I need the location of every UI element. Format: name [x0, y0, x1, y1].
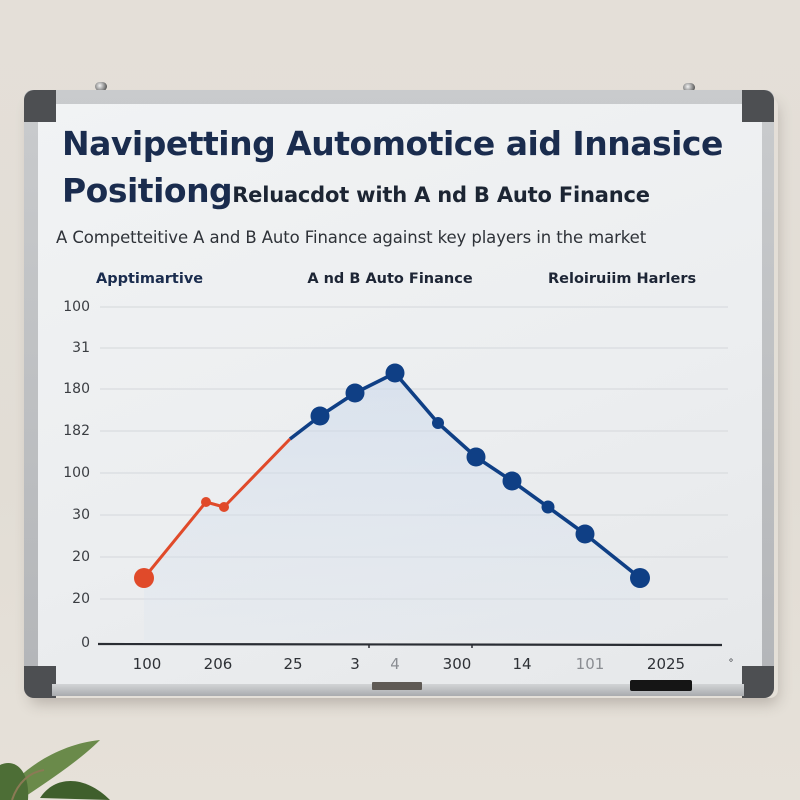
chart-title-line2: PositiongReluacdot with A nd B Auto Fina…: [62, 171, 650, 210]
y-tick-label: 30: [72, 507, 90, 523]
x-tick-label: °: [728, 658, 734, 669]
x-tick-label: 25: [283, 655, 303, 673]
data-point[interactable]: [466, 447, 486, 467]
data-point[interactable]: [541, 500, 555, 514]
data-point[interactable]: [575, 524, 595, 544]
series-ab-auto-finance: [288, 363, 650, 588]
frame-corner-bottom-right: [742, 666, 774, 698]
x-axis-line: [97, 642, 723, 647]
y-tick-label: 31: [72, 340, 90, 356]
eraser[interactable]: [372, 682, 422, 690]
x-tick-label: 2025: [646, 655, 686, 673]
x-tick-label: 300: [442, 655, 472, 673]
chart-title-main: Positiong: [62, 171, 233, 210]
legend-item-ab-auto-finance: A nd B Auto Finance: [307, 271, 473, 287]
y-tick-label: 100: [63, 465, 90, 481]
y-tick-label: 0: [81, 635, 90, 651]
data-point-peak[interactable]: [385, 363, 405, 383]
plant-leaves: [0, 740, 110, 800]
mounting-screw-right: [683, 83, 695, 92]
y-tick-label: 20: [72, 591, 90, 607]
frame-corner-bottom-left: [24, 666, 56, 698]
x-tick-label: 3: [350, 655, 360, 673]
frame-corner-top-left: [24, 90, 56, 122]
marker-pen[interactable]: [630, 680, 692, 691]
area-fill: [144, 373, 640, 640]
legend-item-reloiruiim-harlers: Reloiruiim Harlers: [548, 271, 697, 287]
x-tick-label: 100: [132, 655, 162, 673]
legend-item-apptimartive: Apptimartive: [96, 271, 204, 287]
chart-subtitle: A Competteitive A and B Auto Finance aga…: [56, 228, 647, 247]
data-point[interactable]: [219, 502, 229, 512]
data-point[interactable]: [630, 568, 650, 588]
data-point[interactable]: [345, 383, 365, 403]
x-tick-label: 4: [390, 655, 400, 673]
y-tick-label: 182: [63, 423, 90, 439]
data-point[interactable]: [134, 568, 154, 588]
data-point[interactable]: [201, 497, 211, 507]
mounting-screw-left: [95, 82, 107, 91]
data-point[interactable]: [432, 417, 444, 429]
data-point[interactable]: [310, 406, 330, 426]
chart-title-line1: Navipetting Automotice aid Innasice: [62, 124, 723, 163]
x-tick-label: 101: [575, 655, 605, 673]
marker-tray: [52, 684, 744, 696]
frame-corner-top-right: [742, 90, 774, 122]
x-tick-label: 14: [512, 655, 532, 673]
x-tick-label: 206: [203, 655, 233, 673]
series-apptimartive: [134, 437, 292, 588]
y-tick-label: 20: [72, 549, 90, 565]
y-tick-label: 180: [63, 381, 90, 397]
data-point[interactable]: [502, 471, 522, 491]
chart-title-sub: Reluacdot with A nd B Auto Finance: [232, 183, 650, 207]
y-tick-label: 100: [63, 299, 90, 315]
